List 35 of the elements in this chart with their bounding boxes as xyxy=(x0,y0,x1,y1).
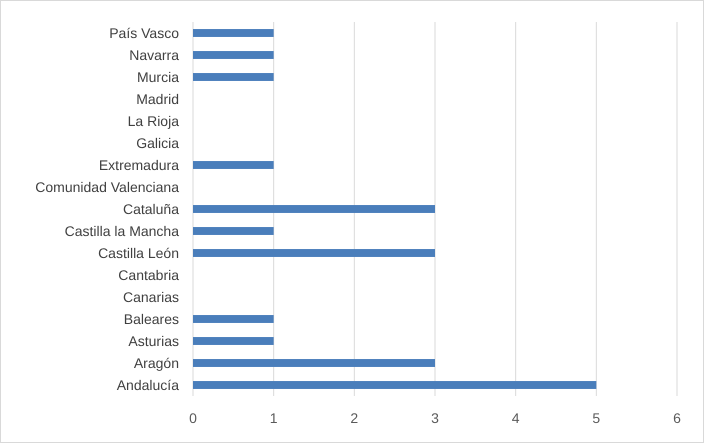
x-tick-label: 6 xyxy=(673,410,682,426)
y-tick-label: Madrid xyxy=(136,90,179,107)
y-tick-label: Galicia xyxy=(136,134,180,151)
bar xyxy=(193,315,274,323)
x-tick-label: 5 xyxy=(592,410,600,426)
y-tick-label: Castilla León xyxy=(98,244,179,261)
bar xyxy=(193,381,596,389)
y-tick-label: Cantabria xyxy=(118,266,180,283)
y-tick-label: Cataluña xyxy=(122,200,180,217)
bar xyxy=(193,249,435,257)
y-tick-label: Comunidad Valenciana xyxy=(35,178,180,195)
bar xyxy=(193,51,274,59)
y-tick-label: Extremadura xyxy=(98,156,180,173)
y-tick-label: Canarias xyxy=(122,288,179,305)
bar xyxy=(193,359,435,367)
bar xyxy=(193,337,274,345)
y-tick-label: Castilla la Mancha xyxy=(64,222,180,239)
y-tick-label: Asturias xyxy=(128,332,179,349)
x-tick-label: 1 xyxy=(270,410,278,426)
bar xyxy=(193,73,274,81)
bar xyxy=(193,161,274,169)
y-tick-label: Andalucía xyxy=(116,376,180,393)
x-tick-label: 2 xyxy=(350,410,358,426)
y-tick-label: Aragón xyxy=(134,354,179,371)
bar xyxy=(193,227,274,235)
bar xyxy=(193,29,274,37)
y-tick-label: País Vasco xyxy=(109,24,180,41)
x-tick-label: 0 xyxy=(189,410,198,426)
y-tick-label: Murcia xyxy=(136,68,180,85)
x-tick-label: 4 xyxy=(512,410,520,426)
bar xyxy=(193,205,435,213)
y-tick-label: La Rioja xyxy=(128,112,180,129)
y-tick-label: Navarra xyxy=(129,46,180,63)
y-tick-label: Baleares xyxy=(124,310,179,327)
x-tick-label: 3 xyxy=(431,410,440,426)
